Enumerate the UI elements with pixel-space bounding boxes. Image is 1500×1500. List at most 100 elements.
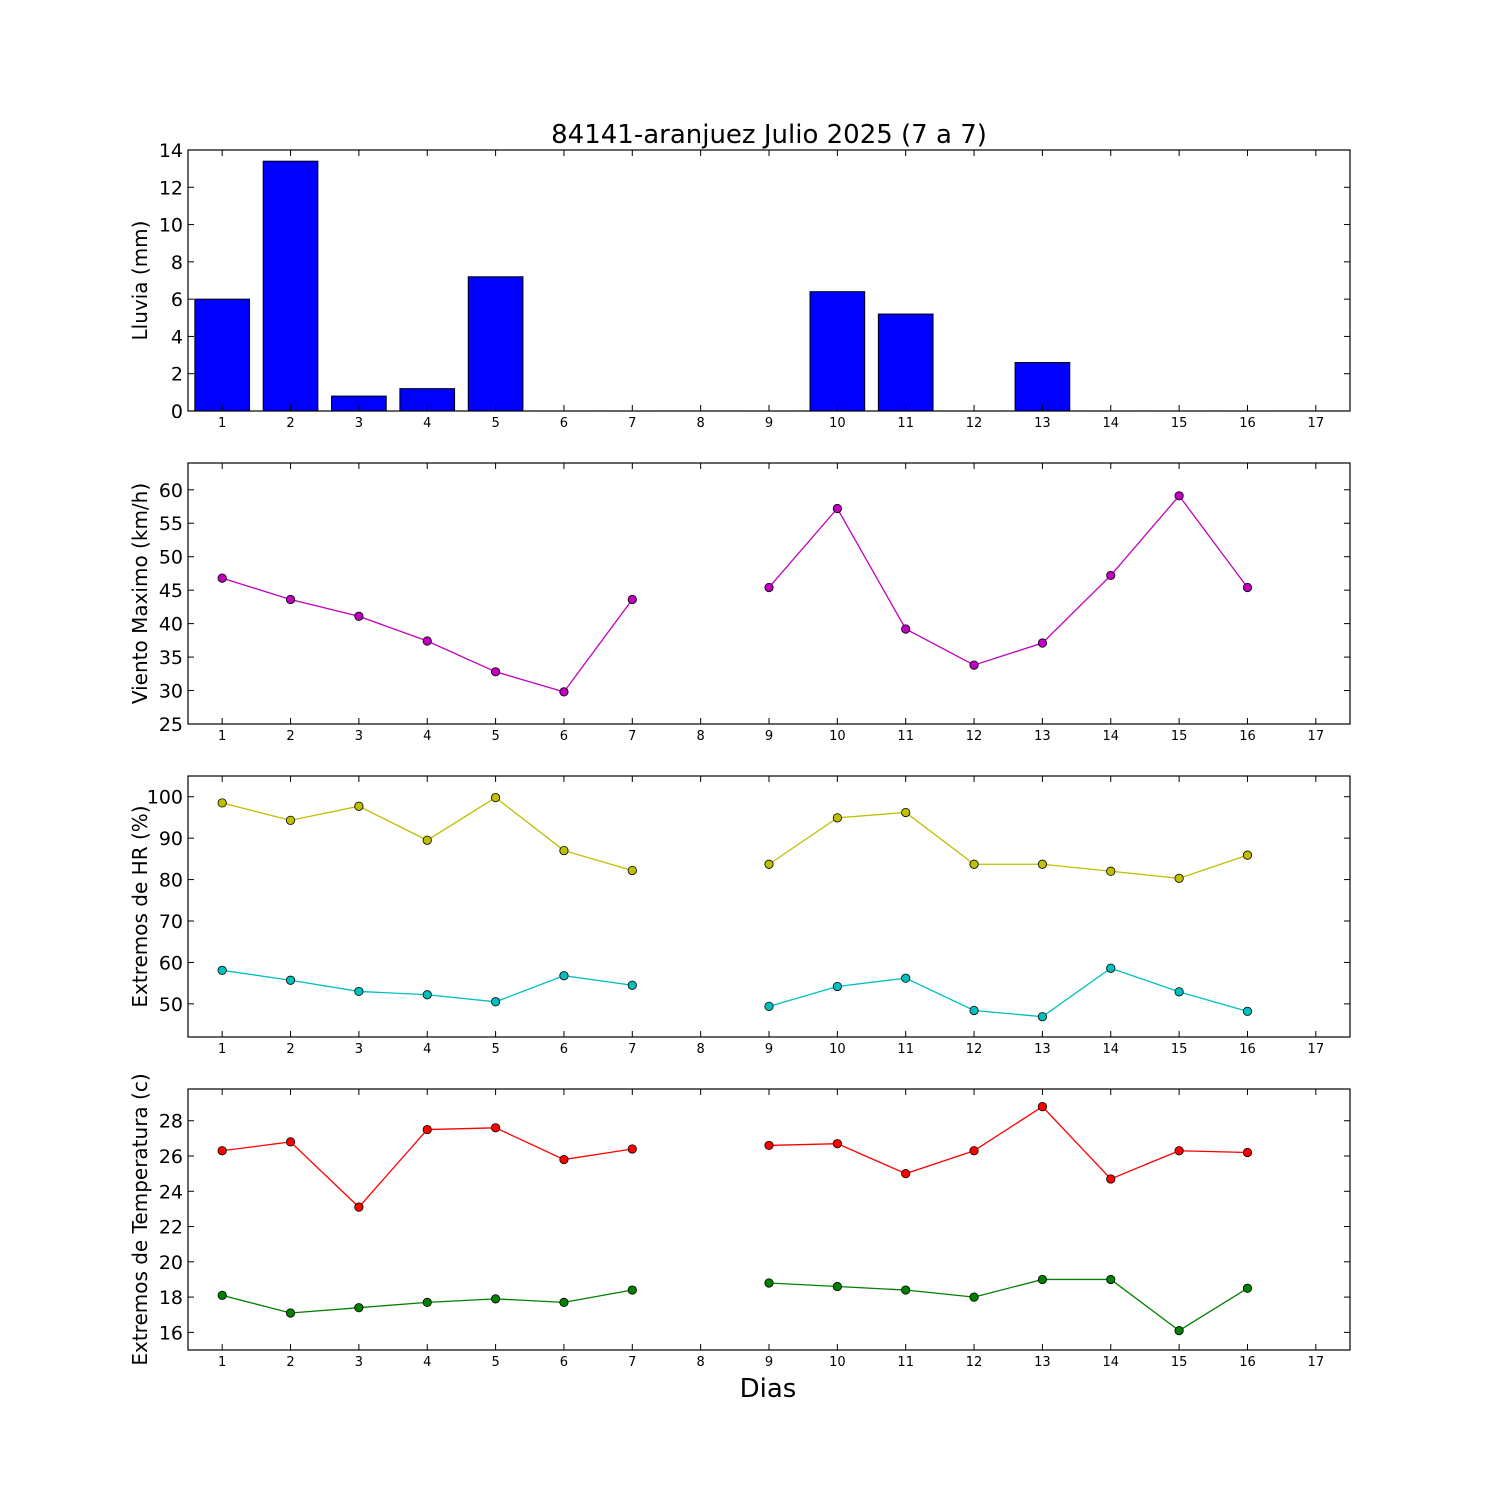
x-tick-label: 15 [1171,729,1188,744]
series-line [221,577,633,693]
x-tick-label: 13 [1034,1042,1051,1057]
data-point [1106,570,1116,581]
axes-frame [187,1088,1351,1351]
x-tick-label: 13 [1034,1355,1051,1370]
x-tick-label: 12 [966,729,983,744]
y-tick-label: 60 [159,480,183,502]
data-point [1106,963,1116,973]
y-tick-label: 18 [159,1287,183,1309]
data-point [627,865,637,876]
y-tick-label: 0 [171,401,183,423]
figure-title: 84141-aranjuez Julio 2025 (7 a 7) [551,120,987,150]
data-point [969,660,979,670]
x-tick-label: 3 [355,1042,363,1057]
data-point [1242,1283,1253,1293]
y-tick-label: 6 [171,289,183,311]
x-tick-label: 17 [1308,1355,1325,1370]
x-tick-label: 8 [697,416,705,431]
data-point [1106,1274,1116,1285]
x-tick-label: 16 [1239,1042,1256,1057]
x-tick-label: 14 [1102,1355,1119,1370]
y-tick-label: 8 [171,252,183,274]
panel-3: 1 2 3 4 5 6 7 8 9 10 11 12 13 14 15 16 175060708090100Ex… [128,775,1351,1057]
data-point [285,1308,296,1318]
data-point [1037,638,1048,648]
x-axis-label: Dias [740,1374,797,1404]
x-tick-label: 11 [897,729,914,744]
y-tick-label: 2 [171,364,183,386]
data-point [1174,873,1184,883]
panel-2: 1 2 3 4 5 6 7 8 9 10 11 12 13 14 15 16 17253035404550556… [128,462,1351,744]
y-tick-label: 55 [159,513,183,535]
data-point [422,636,432,646]
x-tick-label: 15 [1171,1042,1188,1057]
data-point [1242,1006,1253,1016]
data-point [1037,1012,1048,1022]
data-point [901,624,911,634]
x-tick-label: 11 [897,416,914,431]
panel-1: 1 2 3 4 5 6 7 8 9 10 11 12 13 14 15 16 1702468101214Lluv… [128,140,1351,431]
data-point [490,792,501,803]
data-point [490,1123,501,1133]
rain-bar [877,313,934,412]
x-tick-label: 14 [1102,1042,1119,1057]
x-tick-label: 1 [218,729,226,744]
y-tick-label: 14 [159,140,183,162]
data-point [490,1294,501,1304]
data-point [285,1137,296,1147]
y-tick-label: 10 [159,215,183,237]
data-point [285,975,296,985]
x-tick-label: 2 [286,416,294,431]
data-point [422,1297,432,1307]
data-point [285,594,296,605]
rain-bar [467,276,524,412]
axes-frame [187,462,1351,725]
data-point [354,1303,364,1313]
x-tick-label: 16 [1239,416,1256,431]
data-point [559,1297,569,1307]
data-point [217,1290,227,1300]
data-point [832,1281,842,1292]
series-line [222,796,633,872]
y-tick-label: 28 [159,1111,183,1133]
x-tick-label: 5 [491,416,499,431]
data-point [559,971,569,981]
data-point [832,813,842,823]
y-tick-label: 22 [159,1217,183,1239]
x-tick-label: 4 [423,729,431,744]
x-tick-label: 7 [628,729,636,744]
data-point [354,801,364,811]
x-tick-label: 1 [218,1355,226,1370]
x-tick-label: 2 [286,729,294,744]
x-tick-label: 5 [491,1042,499,1057]
data-point [1174,987,1184,997]
y-tick-label: 40 [159,614,183,636]
data-point [354,611,364,621]
data-point [559,845,569,856]
x-tick-label: 17 [1308,416,1325,431]
data-point [1242,582,1253,593]
x-tick-label: 13 [1034,416,1051,431]
data-point [217,573,227,583]
x-tick-label: 13 [1034,729,1051,744]
data-point [422,990,432,1000]
y-tick-label: 24 [159,1181,183,1203]
x-tick-label: 16 [1239,1355,1256,1370]
x-tick-label: 12 [966,1355,983,1370]
x-tick-label: 1 [218,416,226,431]
x-tick-label: 3 [355,416,363,431]
data-point [969,1005,979,1016]
data-point [969,1292,979,1302]
rain-bar [194,298,251,412]
data-point [764,1140,774,1151]
y-tick-label: 70 [159,911,183,933]
x-tick-label: 6 [560,1355,568,1370]
x-tick-label: 4 [423,416,431,431]
data-point [901,1169,911,1179]
data-point [969,859,979,869]
data-point [490,667,501,677]
x-tick-label: 4 [423,1042,431,1057]
x-tick-label: 7 [628,1355,636,1370]
x-tick-label: 9 [765,416,773,431]
